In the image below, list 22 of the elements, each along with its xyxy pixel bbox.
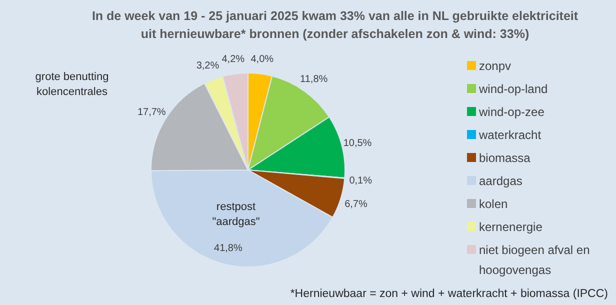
text: grote benutting kolencentrales xyxy=(35,71,109,98)
legend-label: zonpv xyxy=(479,59,512,73)
legend-label: niet biogeen afval en hoogovengas xyxy=(479,243,590,277)
legend-label: kernenergie xyxy=(479,220,543,234)
data-label: 41,8% xyxy=(214,243,242,254)
data-label: 10,5% xyxy=(343,138,372,150)
legend-label: kolen xyxy=(479,197,508,211)
data-label: 0,1% xyxy=(349,176,372,187)
legend-label: waterkracht xyxy=(478,128,542,142)
legend-label: aardgas xyxy=(479,174,522,188)
legend-label: wind-op-zee xyxy=(478,105,545,119)
text: restpost "aardgas" xyxy=(212,201,260,228)
legend-label: wind-op-land xyxy=(478,82,548,96)
data-label: 3,2% xyxy=(196,60,220,72)
data-label: 11,8% xyxy=(300,74,328,86)
data-label: 6,7% xyxy=(344,199,368,210)
data-label: 4,0% xyxy=(250,54,274,65)
text: *Hernieuwbaar = zon + wind + waterkracht + biomassa (IPCC) xyxy=(290,288,608,300)
data-label: 17,7% xyxy=(137,106,166,118)
data-label: 4,2% xyxy=(222,54,245,65)
chart-title: In de week van 19 - 25 januari 2025 kwam 33% van alle in NL gebruikte elektriciteit uit hernieuwbare* bronnen (zonder afschakelen zon & wind: 33%) xyxy=(92,9,579,41)
legend-label: biomassa xyxy=(479,151,531,165)
